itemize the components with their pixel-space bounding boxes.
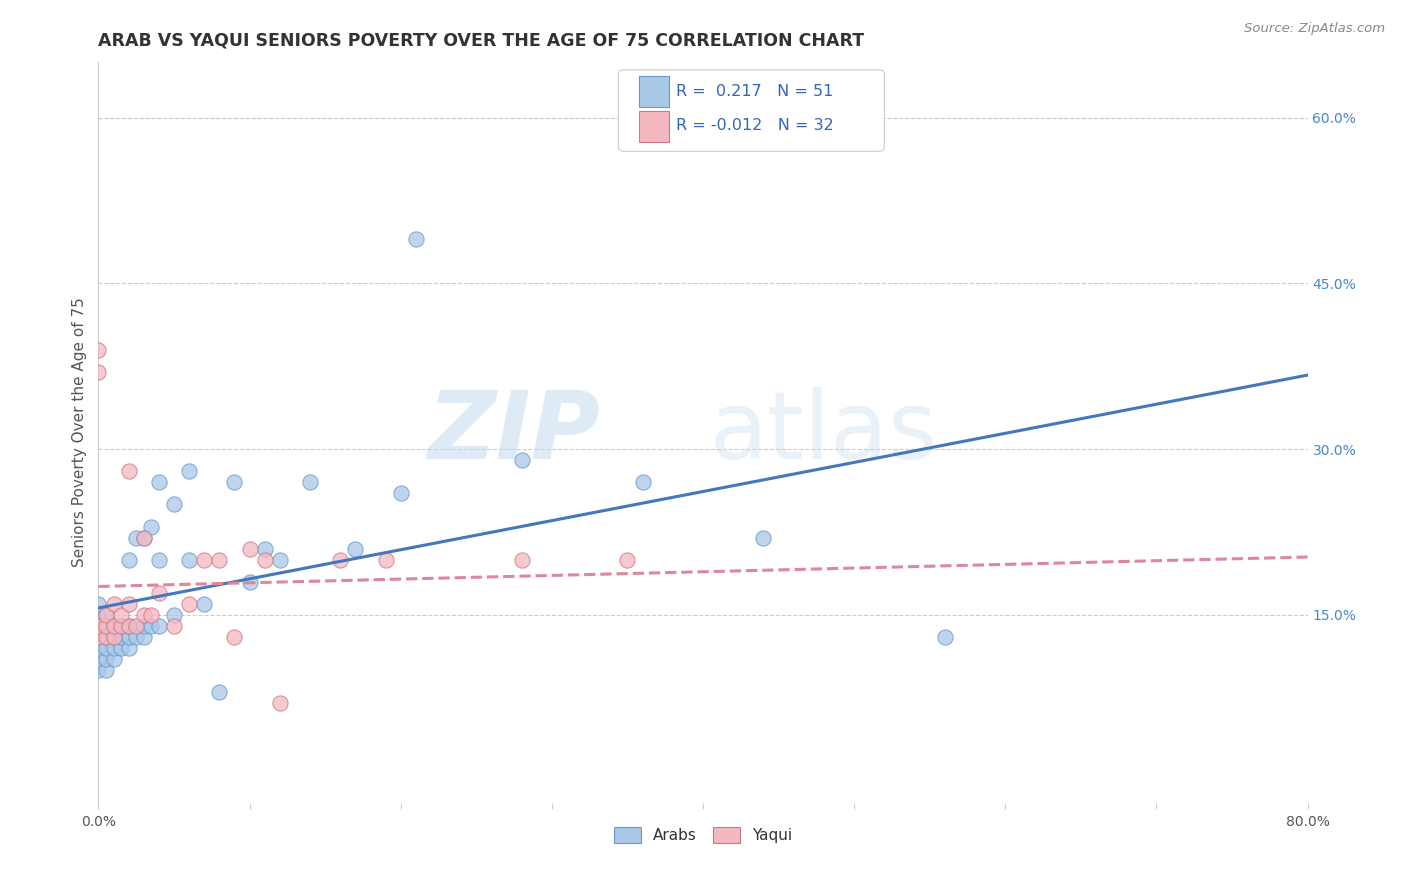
Point (103, 652, 125, 666)
Point (344, 541, 367, 556)
Point (132, 531, 155, 545)
Point (224, 630, 246, 644)
Point (110, 630, 132, 644)
Point (118, 630, 141, 644)
Point (510, 453, 533, 467)
Point (389, 486, 412, 500)
Point (299, 475, 322, 490)
Point (269, 697, 291, 711)
Point (87, 630, 110, 644)
Point (87, 343, 110, 357)
Point (148, 619, 170, 633)
Point (163, 619, 186, 633)
Point (239, 574, 262, 589)
Point (125, 630, 148, 644)
Point (179, 597, 201, 611)
Point (329, 552, 352, 566)
Point (193, 552, 215, 566)
Point (148, 586, 170, 600)
Point (87, 607, 110, 622)
Point (269, 552, 291, 566)
Point (132, 630, 155, 644)
Point (94, 630, 117, 644)
Point (132, 607, 155, 622)
Point (148, 552, 170, 566)
Point (118, 619, 141, 633)
Point (103, 619, 125, 633)
Point (103, 630, 125, 644)
Point (132, 531, 155, 545)
Point (87, 619, 110, 633)
Point (193, 597, 215, 611)
Point (94, 630, 117, 644)
Point (103, 597, 125, 611)
Point (934, 630, 956, 644)
FancyBboxPatch shape (638, 76, 669, 107)
Point (94, 652, 117, 666)
Point (118, 464, 141, 478)
Point (224, 475, 246, 490)
Point (87, 641, 110, 656)
Text: ZIP: ZIP (427, 386, 600, 479)
Point (141, 619, 163, 633)
Point (253, 541, 276, 556)
Point (87, 365, 110, 379)
Point (510, 552, 533, 566)
Text: R = -0.012   N = 32: R = -0.012 N = 32 (676, 118, 834, 133)
Point (103, 630, 125, 644)
Point (118, 552, 141, 566)
Point (631, 475, 654, 490)
Point (179, 464, 201, 478)
Point (110, 619, 132, 633)
Y-axis label: Seniors Poverty Over the Age of 75: Seniors Poverty Over the Age of 75 (72, 298, 87, 567)
Point (94, 663, 117, 677)
Point (94, 607, 117, 622)
Point (94, 619, 117, 633)
Legend: Arabs, Yaqui: Arabs, Yaqui (606, 820, 800, 851)
Point (94, 641, 117, 656)
Point (94, 607, 117, 622)
Point (148, 475, 170, 490)
Point (118, 641, 141, 656)
Point (87, 619, 110, 633)
Point (87, 652, 110, 666)
Point (405, 232, 427, 246)
Point (141, 607, 163, 622)
FancyBboxPatch shape (619, 70, 884, 152)
Point (87, 630, 110, 644)
Point (110, 641, 132, 656)
Point (374, 552, 396, 566)
Point (103, 619, 125, 633)
Point (208, 552, 231, 566)
Point (103, 641, 125, 656)
Text: R =  0.217   N = 51: R = 0.217 N = 51 (676, 84, 834, 99)
Point (125, 531, 148, 545)
Point (163, 607, 186, 622)
Point (163, 498, 186, 512)
Point (110, 619, 132, 633)
Point (118, 597, 141, 611)
Point (141, 519, 163, 533)
Text: ARAB VS YAQUI SENIORS POVERTY OVER THE AGE OF 75 CORRELATION CHART: ARAB VS YAQUI SENIORS POVERTY OVER THE A… (98, 32, 865, 50)
Point (253, 552, 276, 566)
Point (87, 663, 110, 677)
Point (110, 607, 132, 622)
Text: atlas: atlas (710, 386, 938, 479)
FancyBboxPatch shape (638, 111, 669, 142)
Point (118, 619, 141, 633)
Point (616, 552, 638, 566)
Point (239, 541, 262, 556)
Point (125, 619, 148, 633)
Text: Source: ZipAtlas.com: Source: ZipAtlas.com (1244, 22, 1385, 36)
Point (208, 685, 231, 699)
Point (132, 619, 155, 633)
Point (87, 597, 110, 611)
Point (752, 531, 775, 545)
Point (179, 552, 201, 566)
